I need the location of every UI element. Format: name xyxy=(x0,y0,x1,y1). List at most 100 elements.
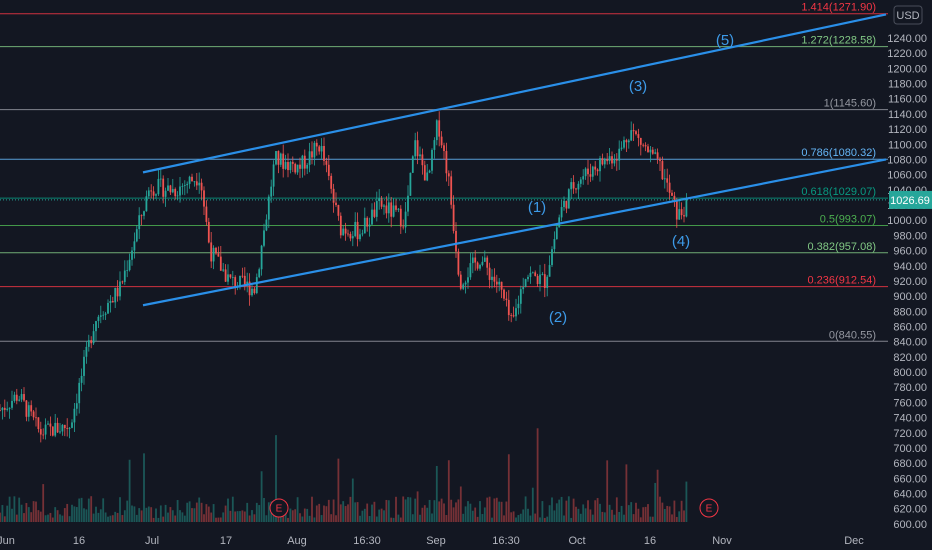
y-tick-label: 660.00 xyxy=(893,473,927,485)
candle-body xyxy=(356,221,359,240)
candle-body xyxy=(301,155,304,169)
candle-body xyxy=(323,145,325,161)
volume-bar xyxy=(320,515,323,522)
candle-body xyxy=(678,209,681,220)
currency-box[interactable] xyxy=(893,5,923,25)
candle-body xyxy=(119,281,121,297)
candle-body xyxy=(627,140,630,143)
candle-body xyxy=(337,205,340,216)
candle-body xyxy=(92,331,95,344)
volume-bar xyxy=(476,516,479,522)
volume-bar xyxy=(450,499,453,522)
volume-bar xyxy=(522,509,525,522)
candle-body xyxy=(200,182,203,191)
volume-bar xyxy=(114,511,117,522)
candle-body xyxy=(462,284,465,289)
volume-bar xyxy=(66,503,69,522)
candle-body xyxy=(656,152,659,159)
channel-line-lower[interactable] xyxy=(142,158,887,307)
volume-bar xyxy=(87,498,90,522)
candle-body xyxy=(318,146,321,152)
volume-bar xyxy=(373,501,376,522)
volume-bar xyxy=(337,458,340,522)
candle-body xyxy=(392,205,395,217)
volume-bar xyxy=(471,510,474,522)
candle-body xyxy=(191,176,193,182)
y-tick-label: 620.00 xyxy=(893,504,927,516)
volume-bar xyxy=(313,517,316,522)
candle-body xyxy=(680,209,683,216)
volume-bar xyxy=(332,499,335,522)
candle-body xyxy=(145,196,148,212)
candle-body xyxy=(387,202,390,214)
candle-body xyxy=(80,375,83,383)
volume-bar xyxy=(263,497,265,522)
candle-body xyxy=(579,179,582,184)
candle-body xyxy=(339,215,342,236)
channel-line-upper[interactable] xyxy=(142,13,887,174)
volume-bar xyxy=(599,503,601,522)
wave-label[interactable]: (1) xyxy=(528,199,546,216)
volume-bar xyxy=(119,497,121,522)
candle-body xyxy=(231,277,234,278)
volume-bar xyxy=(227,498,229,522)
volume-bar xyxy=(229,510,232,522)
candle-body xyxy=(37,417,40,430)
earnings-marker-label: E xyxy=(706,504,713,515)
volume-bar xyxy=(42,484,45,522)
candle-body xyxy=(212,247,215,262)
volume-bar xyxy=(104,512,107,522)
fibonacci-retracement[interactable]: 0(840.55) 0.236(912.54) 0.382(957.08) 0.5(9… xyxy=(0,2,888,342)
candle-body xyxy=(265,219,268,231)
earnings-marker[interactable] xyxy=(699,498,719,518)
volume-bar xyxy=(579,513,582,522)
x-tick-label: Jun xyxy=(0,535,15,547)
candle-body xyxy=(205,206,208,222)
wave-label[interactable]: (2) xyxy=(549,309,567,326)
candle-body xyxy=(649,149,652,153)
volume-bar xyxy=(339,504,342,522)
candle-body xyxy=(258,269,261,278)
y-tick-label: 720.00 xyxy=(893,428,927,440)
candle-body xyxy=(260,245,263,270)
candle-body xyxy=(157,178,160,195)
trend-channel[interactable] xyxy=(142,13,887,307)
candle-body xyxy=(30,405,33,412)
candle-body xyxy=(529,272,532,277)
volume-bar xyxy=(162,516,165,522)
candle-body xyxy=(116,287,119,297)
volume-bar xyxy=(459,486,462,522)
elliott-wave-labels[interactable]: (1) (2) (3) (4) (5) xyxy=(528,32,734,326)
candle-body xyxy=(635,131,637,135)
wave-label[interactable]: (5) xyxy=(716,32,734,49)
candle-body xyxy=(111,300,114,303)
volume-bar xyxy=(287,517,289,522)
volume-bar xyxy=(407,497,409,522)
earnings-marker[interactable] xyxy=(269,498,289,518)
volume-bar xyxy=(380,508,383,522)
x-tick-label: 16:30 xyxy=(492,535,520,547)
volume-bar xyxy=(342,501,345,522)
candle-body xyxy=(85,346,88,357)
candle-body xyxy=(18,399,21,401)
wave-label[interactable]: (3) xyxy=(629,78,647,95)
candle-body xyxy=(659,158,661,162)
candle-body xyxy=(433,140,436,150)
volume-bar xyxy=(133,506,136,522)
candle-body xyxy=(531,272,534,274)
candle-body xyxy=(613,159,616,164)
candle-body xyxy=(152,191,155,196)
earnings-marker-label: E xyxy=(276,504,283,515)
candle-body xyxy=(193,181,196,183)
candle-body xyxy=(368,224,371,227)
volume-bar xyxy=(92,513,95,522)
wave-label[interactable]: (4) xyxy=(672,233,690,250)
candle-body xyxy=(459,274,462,289)
last-price-tag[interactable] xyxy=(889,190,932,209)
volume-bar xyxy=(335,515,337,522)
candle-body xyxy=(440,136,443,146)
